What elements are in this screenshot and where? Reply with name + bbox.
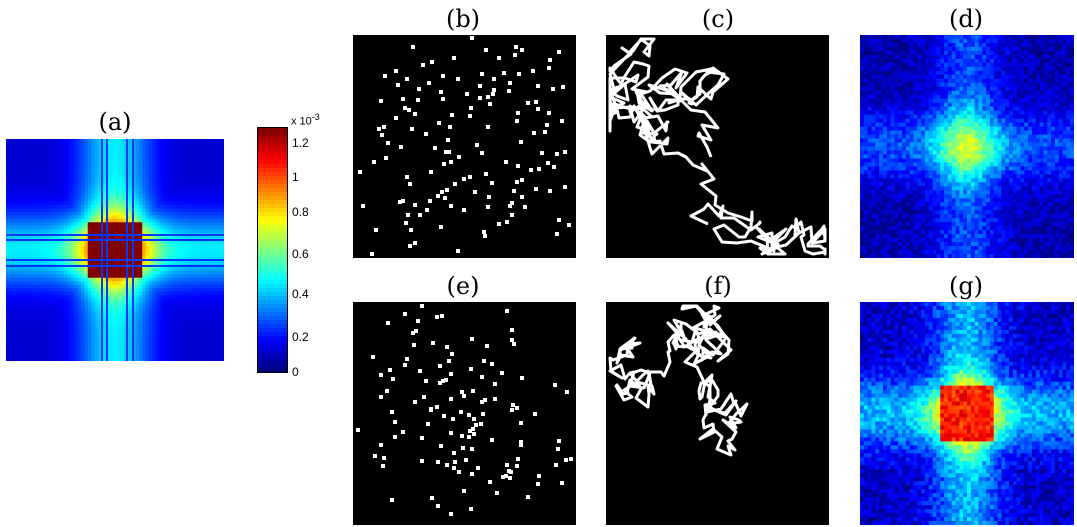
panel-e-sampling-mask <box>353 302 576 525</box>
colorbar <box>257 127 288 373</box>
panel-f-label: (f) <box>704 272 732 300</box>
panel-g-heatmap <box>860 302 1074 525</box>
panel-a-heatmap <box>6 139 224 361</box>
panel-c-label: (c) <box>701 5 735 33</box>
colorbar-tick-1: 1 <box>292 170 299 184</box>
colorbar-tick-0.2: 0.2 <box>292 330 309 344</box>
panel-b-sampling-mask <box>353 35 576 258</box>
colorbar-tick-0.8: 0.8 <box>292 205 309 219</box>
panel-c-sampling-path <box>606 35 829 258</box>
panel-a-label: (a) <box>98 108 132 136</box>
panel-b-label: (b) <box>445 5 481 33</box>
panel-g-label: (g) <box>948 272 984 300</box>
colorbar-tick-1.2: 1.2 <box>292 136 309 150</box>
panel-d-heatmap <box>860 35 1074 258</box>
colorbar-tick-0: 0 <box>292 365 299 379</box>
panel-e-label: (e) <box>446 272 480 300</box>
colorbar-tick-0.4: 0.4 <box>292 287 309 301</box>
panel-d-label: (d) <box>948 5 984 33</box>
colorbar-tick-0.6: 0.6 <box>292 247 309 261</box>
panel-f-sampling-path <box>606 302 829 525</box>
colorbar-exponent: x 10-3 <box>291 112 320 128</box>
